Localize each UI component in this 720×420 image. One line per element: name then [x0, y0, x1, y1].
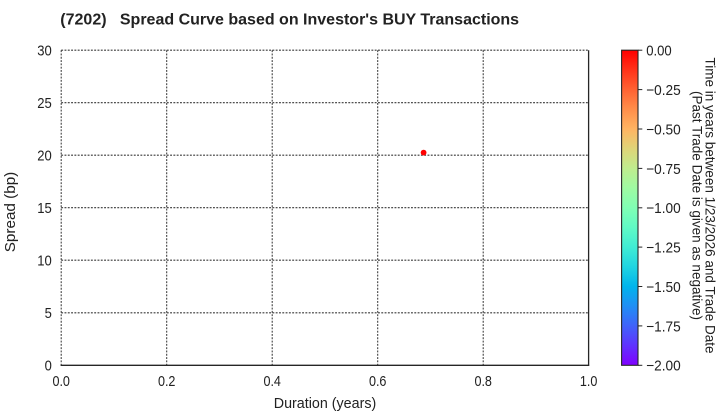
svg-text:10: 10 [37, 253, 52, 270]
svg-text:0.00: 0.00 [646, 43, 672, 60]
svg-text:15: 15 [37, 200, 52, 217]
svg-text:−0.25: −0.25 [646, 82, 681, 99]
svg-text:Spread (bp): Spread (bp) [2, 172, 19, 253]
svg-text:−0.50: −0.50 [646, 121, 681, 138]
svg-text:1.0: 1.0 [580, 373, 598, 390]
svg-text:−1.25: −1.25 [646, 240, 681, 257]
svg-text:(7202) Spread Curve based on: (7202) Spread Curve based on Investor's … [60, 12, 519, 29]
svg-text:25: 25 [37, 95, 52, 112]
svg-text:−2.00: −2.00 [646, 358, 681, 375]
svg-text:−1.75: −1.75 [646, 318, 681, 335]
svg-text:0.4: 0.4 [263, 373, 281, 390]
svg-text:(Past Trade Date is given as n: (Past Trade Date is given as negative) [690, 91, 705, 320]
svg-text:20: 20 [37, 148, 52, 165]
svg-text:5: 5 [45, 305, 52, 322]
svg-text:0.0: 0.0 [52, 373, 70, 390]
svg-text:Duration (years): Duration (years) [274, 395, 377, 412]
svg-text:−0.75: −0.75 [646, 161, 681, 178]
svg-text:0.6: 0.6 [369, 373, 387, 390]
svg-text:0.8: 0.8 [474, 373, 492, 390]
svg-text:0.2: 0.2 [158, 373, 176, 390]
svg-text:0: 0 [45, 358, 52, 375]
svg-text:Time in years between 1/23/202: Time in years between 1/23/2026 and Trad… [703, 58, 718, 354]
svg-text:30: 30 [37, 43, 52, 60]
svg-text:−1.00: −1.00 [646, 200, 681, 217]
svg-text:−1.50: −1.50 [646, 279, 681, 296]
